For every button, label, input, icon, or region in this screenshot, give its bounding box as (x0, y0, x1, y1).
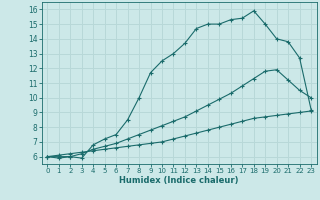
X-axis label: Humidex (Indice chaleur): Humidex (Indice chaleur) (119, 176, 239, 185)
